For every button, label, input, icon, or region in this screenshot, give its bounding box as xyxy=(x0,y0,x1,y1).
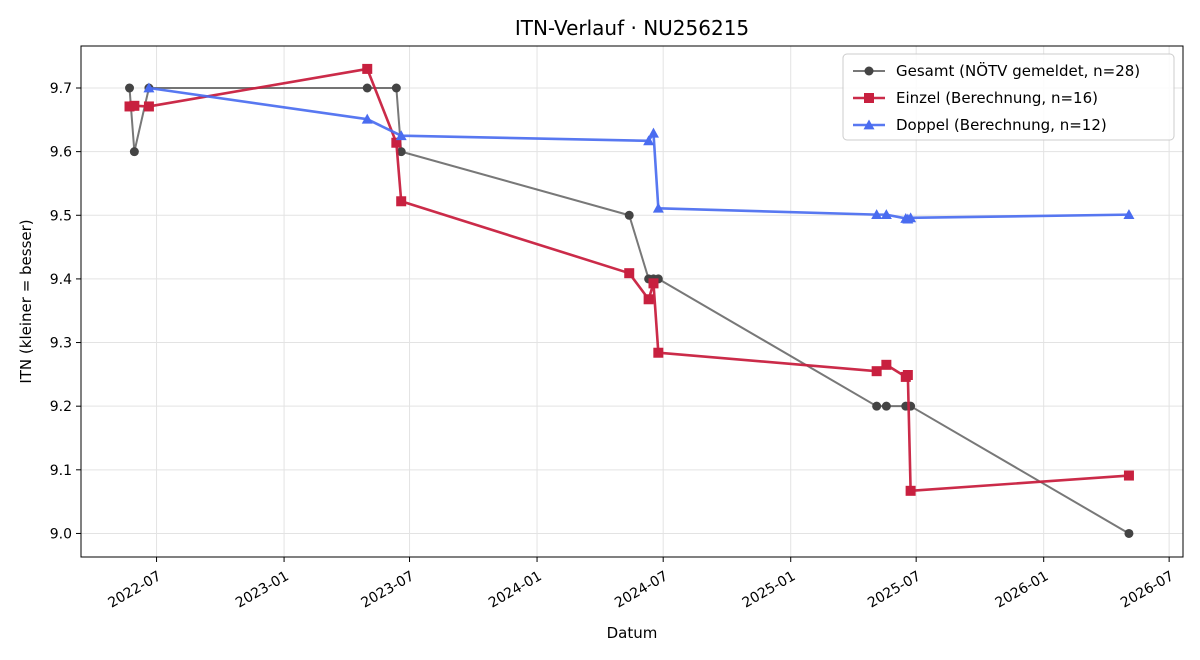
series-layer xyxy=(124,63,1135,538)
data-point xyxy=(395,130,407,141)
x-tick-label: 2023-07 xyxy=(358,568,417,611)
x-tick-label: 2026-07 xyxy=(1118,568,1177,611)
y-tick-label: 9.0 xyxy=(50,526,72,542)
data-point xyxy=(1123,209,1135,220)
legend-label: Gesamt (NÖTV gemeldet, n=28) xyxy=(896,61,1140,80)
data-point xyxy=(1124,528,1134,538)
data-point xyxy=(361,113,373,124)
y-axis-label: ITN (kleiner = besser) xyxy=(17,219,35,383)
data-point xyxy=(871,366,882,377)
ticks: 9.0 9.1 9.2 9.3 9.4 9.5 9.6 9.7 2022-07 2023-01 20… xyxy=(50,81,1177,611)
data-point xyxy=(624,268,635,279)
legend-label: Einzel (Berechnung, n=16) xyxy=(896,89,1098,107)
data-point xyxy=(396,147,406,157)
data-point xyxy=(864,66,874,76)
series-3 xyxy=(143,82,1135,224)
data-point xyxy=(902,370,913,380)
data-point xyxy=(362,83,372,93)
data-point xyxy=(905,485,916,496)
y-tick-label: 9.5 xyxy=(50,208,72,224)
x-tick-label: 2023-01 xyxy=(233,568,292,611)
legend-label: Doppel (Berechnung, n=12) xyxy=(896,116,1107,134)
data-point xyxy=(362,63,373,74)
data-point xyxy=(648,278,659,289)
axes-frame xyxy=(80,45,1184,558)
data-point xyxy=(905,212,917,223)
legend-entry: Gesamt (NÖTV gemeldet, n=28) xyxy=(853,61,1140,80)
data-point xyxy=(143,82,155,93)
data-point xyxy=(881,401,891,411)
data-point xyxy=(864,93,874,103)
data-point xyxy=(863,119,875,130)
data-point xyxy=(880,209,892,220)
legend-entry: Doppel (Berechnung, n=12) xyxy=(853,116,1107,134)
x-tick-label: 2024-07 xyxy=(612,568,671,611)
data-point xyxy=(653,347,664,358)
legend-entry: Einzel (Berechnung, n=16) xyxy=(853,89,1098,107)
data-point xyxy=(129,147,139,157)
x-tick-label: 2022-07 xyxy=(105,568,164,611)
data-point xyxy=(872,401,882,411)
y-tick-label: 9.6 xyxy=(50,145,72,161)
data-point xyxy=(871,209,883,220)
data-point xyxy=(125,83,135,93)
legend-box xyxy=(842,53,1175,141)
data-point xyxy=(143,101,154,112)
x-tick-label: 2025-01 xyxy=(740,568,799,611)
series-line xyxy=(128,87,1130,535)
data-point xyxy=(652,202,664,213)
data-point xyxy=(1123,470,1134,481)
y-tick-label: 9.4 xyxy=(50,272,72,288)
data-point xyxy=(624,210,634,220)
data-point xyxy=(129,100,140,111)
y-tick-label: 9.3 xyxy=(50,336,72,352)
data-point xyxy=(643,294,654,305)
x-tick-label: 2026-01 xyxy=(993,568,1052,611)
data-point xyxy=(647,127,659,138)
data-point xyxy=(881,359,892,370)
data-point xyxy=(396,196,407,207)
x-tick-label: 2025-07 xyxy=(865,568,924,611)
legend: Gesamt (NÖTV gemeldet, n=28) Einzel (Bere… xyxy=(842,53,1175,141)
data-point xyxy=(643,135,655,146)
y-tick-label: 9.1 xyxy=(50,463,72,479)
data-point xyxy=(391,137,402,148)
y-tick-label: 9.2 xyxy=(50,399,72,415)
x-axis-label: Datum xyxy=(607,624,658,642)
y-tick-label: 9.7 xyxy=(50,81,72,97)
series-2 xyxy=(124,63,1134,496)
x-tick-label: 2024-01 xyxy=(486,568,545,611)
chart-title: ITN-Verlauf · NU256215 xyxy=(515,16,749,40)
data-point xyxy=(391,83,401,93)
